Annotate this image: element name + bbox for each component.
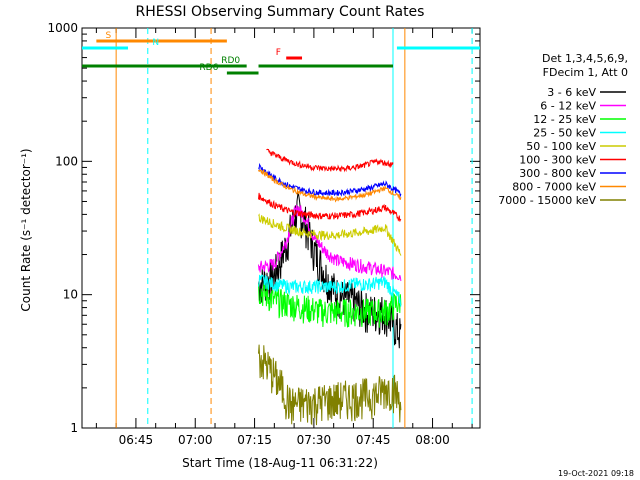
x-axis-label: Start Time (18-Aug-11 06:31:22) (182, 456, 378, 470)
series-line-8 (258, 344, 402, 426)
series-line-3 (258, 274, 402, 307)
legend-label-1: 6 - 12 keV (540, 100, 596, 113)
series-line-1 (258, 204, 402, 282)
y-tick-label: 100 (55, 154, 78, 168)
legend-label-6: 300 - 800 keV (519, 167, 596, 180)
flag-label-rd6: RD6 (199, 63, 218, 73)
legend-label-3: 25 - 50 keV (533, 127, 596, 140)
legend-header-line-2: FDecim 1, Att 0 (543, 66, 628, 79)
flag-label-rd0: RD0 (221, 56, 240, 66)
y-tick-label: 1000 (47, 21, 78, 35)
x-tick-label: 07:30 (297, 433, 332, 447)
x-tick-label: 06:45 (119, 433, 154, 447)
x-tick-label: 07:45 (356, 433, 391, 447)
flag-label-f: F (276, 48, 281, 58)
legend-label-5: 100 - 300 keV (519, 154, 596, 167)
series-line-5 (258, 192, 402, 222)
legend-label-0: 3 - 6 keV (547, 86, 596, 99)
series-line-9 (266, 148, 394, 173)
y-tick-label: 1 (70, 421, 78, 435)
legend-label-8: 7000 - 15000 keV (498, 194, 596, 207)
plot-frame (81, 27, 481, 429)
legend-label-7: 800 - 7000 keV (512, 181, 596, 194)
legend-header-line-1: Det 1,3,4,5,6,9, (542, 52, 628, 65)
series-line-0 (258, 192, 402, 349)
x-tick-label: 08:00 (415, 433, 450, 447)
flag-label-n: N (152, 38, 159, 48)
legend-label-4: 50 - 100 keV (526, 140, 596, 153)
y-tick-label: 10 (63, 288, 78, 302)
series-line-2 (258, 281, 402, 328)
x-tick-label: 07:00 (178, 433, 213, 447)
series-line-4 (258, 213, 402, 256)
legend-label-2: 12 - 25 keV (533, 113, 596, 126)
y-axis-label: Count Rate (s⁻¹ detector⁻¹) (19, 148, 33, 311)
chart-title: RHESSI Observing Summary Count Rates (136, 4, 425, 20)
flag-label-s: S (106, 31, 112, 41)
footer-date: 19-Oct-2021 09:18 (558, 469, 634, 478)
series-line-7 (258, 169, 402, 203)
x-tick-label: 07:15 (237, 433, 272, 447)
